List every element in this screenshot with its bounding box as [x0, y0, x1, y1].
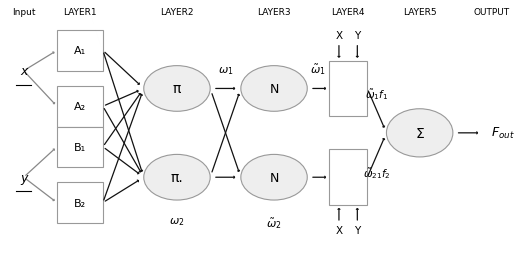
Text: Σ: Σ: [415, 126, 424, 140]
Text: B₂: B₂: [74, 198, 86, 208]
Text: $\omega_2$: $\omega_2$: [169, 215, 185, 227]
Text: y: y: [20, 171, 28, 184]
FancyBboxPatch shape: [329, 61, 367, 117]
Text: LAYER4: LAYER4: [331, 8, 365, 17]
Text: N: N: [269, 83, 279, 96]
Text: $\tilde{\omega}_1$: $\tilde{\omega}_1$: [310, 62, 326, 76]
Ellipse shape: [241, 66, 307, 112]
Ellipse shape: [241, 155, 307, 200]
Text: π.: π.: [171, 170, 184, 184]
Text: X: X: [335, 226, 343, 235]
FancyBboxPatch shape: [57, 183, 103, 223]
Text: $\omega_1$: $\omega_1$: [218, 65, 233, 76]
Text: π: π: [173, 82, 181, 96]
Text: N: N: [269, 171, 279, 184]
Text: A₁: A₁: [74, 46, 86, 56]
Text: LAYER1: LAYER1: [63, 8, 97, 17]
FancyBboxPatch shape: [57, 127, 103, 167]
Text: Y: Y: [354, 31, 360, 41]
Text: B₁: B₁: [74, 142, 86, 152]
Ellipse shape: [144, 155, 210, 200]
FancyBboxPatch shape: [57, 87, 103, 127]
Ellipse shape: [144, 66, 210, 112]
Text: A₂: A₂: [74, 102, 86, 112]
Text: LAYER3: LAYER3: [257, 8, 291, 17]
Text: $\tilde{\omega}_2$: $\tilde{\omega}_2$: [266, 215, 282, 230]
Text: Y: Y: [354, 226, 360, 235]
Text: $\tilde{\omega}_{21} f_2$: $\tilde{\omega}_{21} f_2$: [363, 166, 391, 180]
FancyBboxPatch shape: [57, 31, 103, 71]
Text: LAYER2: LAYER2: [160, 8, 194, 17]
FancyBboxPatch shape: [329, 150, 367, 205]
Text: LAYER5: LAYER5: [403, 8, 436, 17]
Text: $\tilde{\omega}_1 f_1$: $\tilde{\omega}_1 f_1$: [365, 86, 388, 101]
Text: OUTPUT: OUTPUT: [473, 8, 509, 17]
Text: Input: Input: [12, 8, 35, 17]
Text: $F_{out}$: $F_{out}$: [491, 126, 515, 141]
Text: x: x: [20, 65, 28, 78]
Text: X: X: [335, 31, 343, 41]
Ellipse shape: [386, 109, 453, 157]
